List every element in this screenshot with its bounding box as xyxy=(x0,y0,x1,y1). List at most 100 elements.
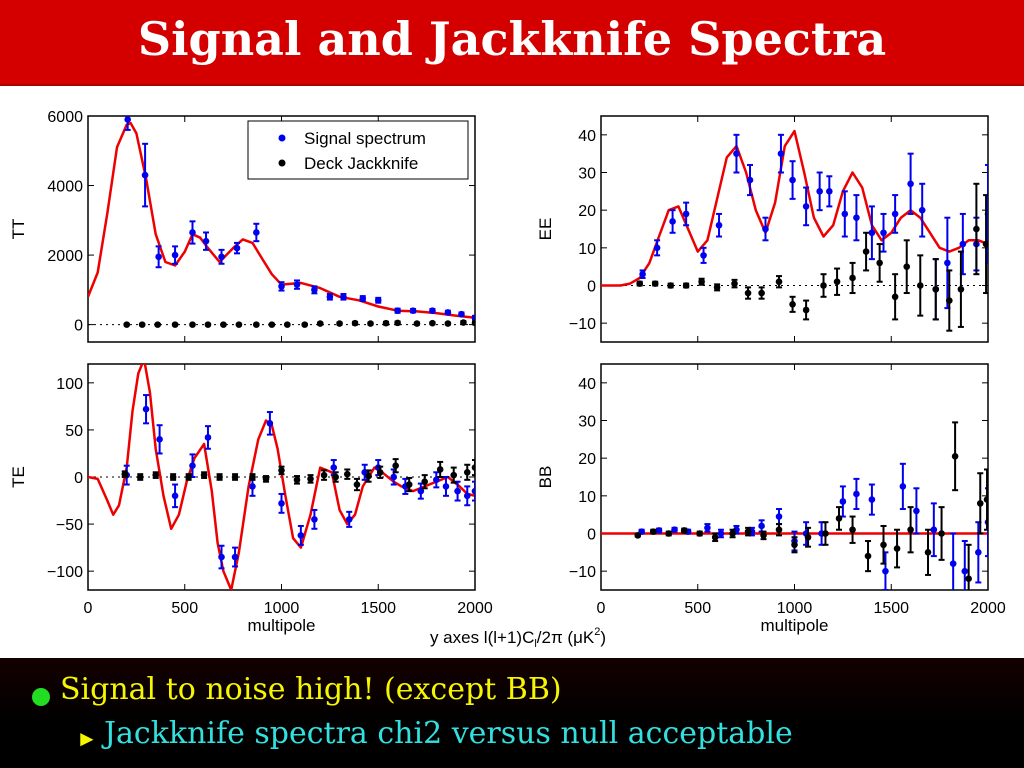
jackknife-point xyxy=(698,278,705,286)
jackknife-point xyxy=(893,545,901,552)
jackknife-point xyxy=(460,319,467,326)
panel-tt: 0 2000 4000 6000 TT Signal spectrum Deck Jackk… xyxy=(9,109,476,343)
jackknife-point xyxy=(284,321,291,328)
signal-point xyxy=(189,462,196,470)
signal-point xyxy=(959,240,967,248)
signal-point xyxy=(278,283,285,290)
y-axis-label: TT xyxy=(9,219,28,240)
x-tick-label: 0 xyxy=(84,600,93,617)
signal-point xyxy=(868,496,876,503)
jackknife-point xyxy=(444,320,452,327)
jackknife-point xyxy=(731,280,738,287)
panel-ee: −10 0 10 20 30 40 EE xyxy=(536,115,989,343)
jackknife-point xyxy=(833,278,841,286)
jackknife-point xyxy=(916,282,924,289)
jackknife-point xyxy=(235,321,243,328)
jackknife-point xyxy=(336,320,343,327)
jackknife-point xyxy=(744,528,752,535)
jackknife-point xyxy=(171,321,179,328)
slide-title: Signal and Jackknife Spectra xyxy=(137,12,887,66)
jackknife-point xyxy=(343,470,351,478)
jackknife-point xyxy=(136,473,144,481)
jackknife-point xyxy=(268,321,276,328)
jackknife-point xyxy=(696,530,703,537)
jackknife-point xyxy=(802,306,810,314)
model-curve xyxy=(601,129,988,287)
jackknife-point xyxy=(249,473,256,481)
signal-point xyxy=(340,293,347,301)
y-axis-label: TE xyxy=(9,466,28,488)
signal-point xyxy=(471,487,475,495)
jackknife-point xyxy=(152,471,160,479)
jackknife-point xyxy=(775,278,783,286)
jackknife-point xyxy=(471,319,475,327)
y-axes-note: y axes l(l+1)Cl/2π (μK2) xyxy=(430,626,606,650)
signal-point xyxy=(930,526,938,534)
signal-point xyxy=(233,244,241,252)
signal-point xyxy=(155,253,162,261)
signal-point xyxy=(717,530,725,537)
y-tick-label: 40 xyxy=(578,376,596,393)
jackknife-point xyxy=(849,526,856,534)
jackknife-point xyxy=(421,478,428,486)
signal-point xyxy=(374,296,382,304)
axes-frame xyxy=(600,115,989,343)
jackknife-point xyxy=(405,481,413,488)
x-tick-label: 2000 xyxy=(970,600,1006,617)
jackknife-point xyxy=(864,552,872,560)
y-tick-label: 100 xyxy=(56,376,83,393)
signal-point xyxy=(231,553,239,561)
plot-area xyxy=(601,421,988,590)
jackknife-point xyxy=(820,282,827,289)
jackknife-point xyxy=(957,285,965,293)
signal-point xyxy=(266,420,274,427)
jackknife-point xyxy=(154,321,161,328)
legend-entry: Signal spectrum xyxy=(304,129,426,148)
x-tick-label: 1000 xyxy=(264,600,300,617)
bullet-sub: Jackknife spectra chi2 versus null accep… xyxy=(104,716,793,751)
signal-point xyxy=(330,464,338,471)
axes-frame xyxy=(600,363,989,591)
jackknife-point xyxy=(365,472,372,480)
signal-point xyxy=(171,251,179,259)
signal-point xyxy=(671,526,678,534)
signal-point xyxy=(454,487,461,495)
jackknife-point xyxy=(316,320,324,327)
jackknife-point xyxy=(938,530,945,537)
signal-point xyxy=(458,310,465,318)
x-tick-label: 1000 xyxy=(777,600,813,617)
jackknife-point xyxy=(924,549,932,556)
y-tick-label: 10 xyxy=(578,241,596,258)
signal-point xyxy=(882,567,889,575)
jackknife-point xyxy=(976,500,984,507)
signal-point xyxy=(961,567,969,575)
signal-point xyxy=(746,176,754,184)
plot-area xyxy=(601,129,988,332)
signal-point xyxy=(816,188,823,195)
signal-point xyxy=(853,214,860,221)
signal-point xyxy=(949,560,957,567)
jackknife-point xyxy=(965,575,972,582)
signal-point xyxy=(653,244,661,252)
signal-point xyxy=(218,253,225,261)
signal-point xyxy=(390,473,398,481)
y-tick-label: 2000 xyxy=(47,248,83,265)
x-tick-label: 500 xyxy=(684,600,711,617)
title-bar: Signal and Jackknife Spectra xyxy=(0,0,1024,86)
jackknife-point xyxy=(876,259,883,267)
x-tick-label: 1500 xyxy=(873,600,909,617)
jackknife-point xyxy=(849,274,856,282)
x-tick-label: 0 xyxy=(597,600,606,617)
signal-point xyxy=(802,203,810,210)
signal-point xyxy=(463,492,471,500)
jackknife-point xyxy=(665,530,673,537)
y-tick-label: −10 xyxy=(569,316,596,333)
jackknife-point xyxy=(332,473,339,481)
jackknife-point xyxy=(891,293,899,301)
plot-area xyxy=(88,116,475,328)
jackknife-point xyxy=(951,452,959,460)
jackknife-point xyxy=(651,280,659,287)
jackknife-point xyxy=(121,470,129,478)
signal-point xyxy=(142,405,150,413)
